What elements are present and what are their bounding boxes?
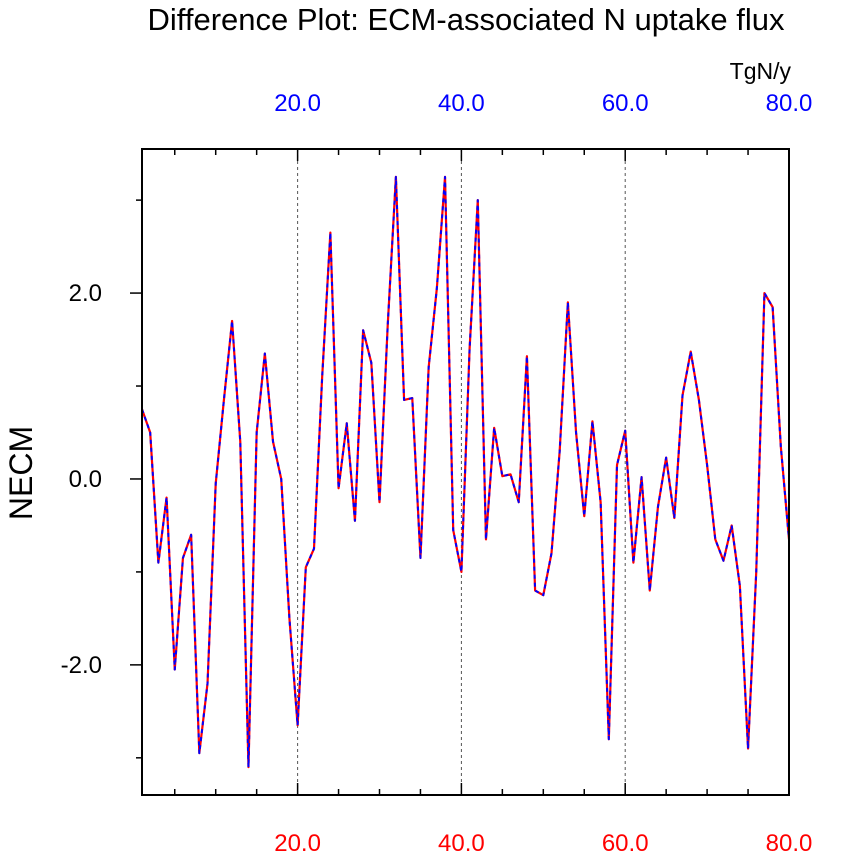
y-tick-label: 0.0 <box>69 466 102 493</box>
top-tick-label: 80.0 <box>766 90 813 117</box>
bottom-tick-label: 20.0 <box>274 830 321 857</box>
bottom-tick-label: 40.0 <box>438 830 485 857</box>
series-lines <box>142 177 789 767</box>
top-tick-label: 20.0 <box>274 90 321 117</box>
top-tick-label: 60.0 <box>602 90 649 117</box>
tick-labels: 20.0 40.0 60.0 80.0 20.0 40.0 60.0 80.0 … <box>61 90 813 857</box>
y-axis-label: NECM <box>3 426 39 520</box>
series-blue <box>142 177 789 767</box>
y-tick-label: 2.0 <box>69 280 102 307</box>
bottom-tick-label: 80.0 <box>766 830 813 857</box>
y-tick-label: -2.0 <box>61 652 102 679</box>
units-label: TgN/y <box>730 58 792 84</box>
axis-ticks <box>130 149 789 795</box>
chart: Difference Plot: ECM-associated N uptake… <box>0 0 845 857</box>
bottom-tick-label: 60.0 <box>602 830 649 857</box>
chart-title: Difference Plot: ECM-associated N uptake… <box>148 2 785 37</box>
grid-lines <box>298 149 626 795</box>
top-tick-label: 40.0 <box>438 90 485 117</box>
